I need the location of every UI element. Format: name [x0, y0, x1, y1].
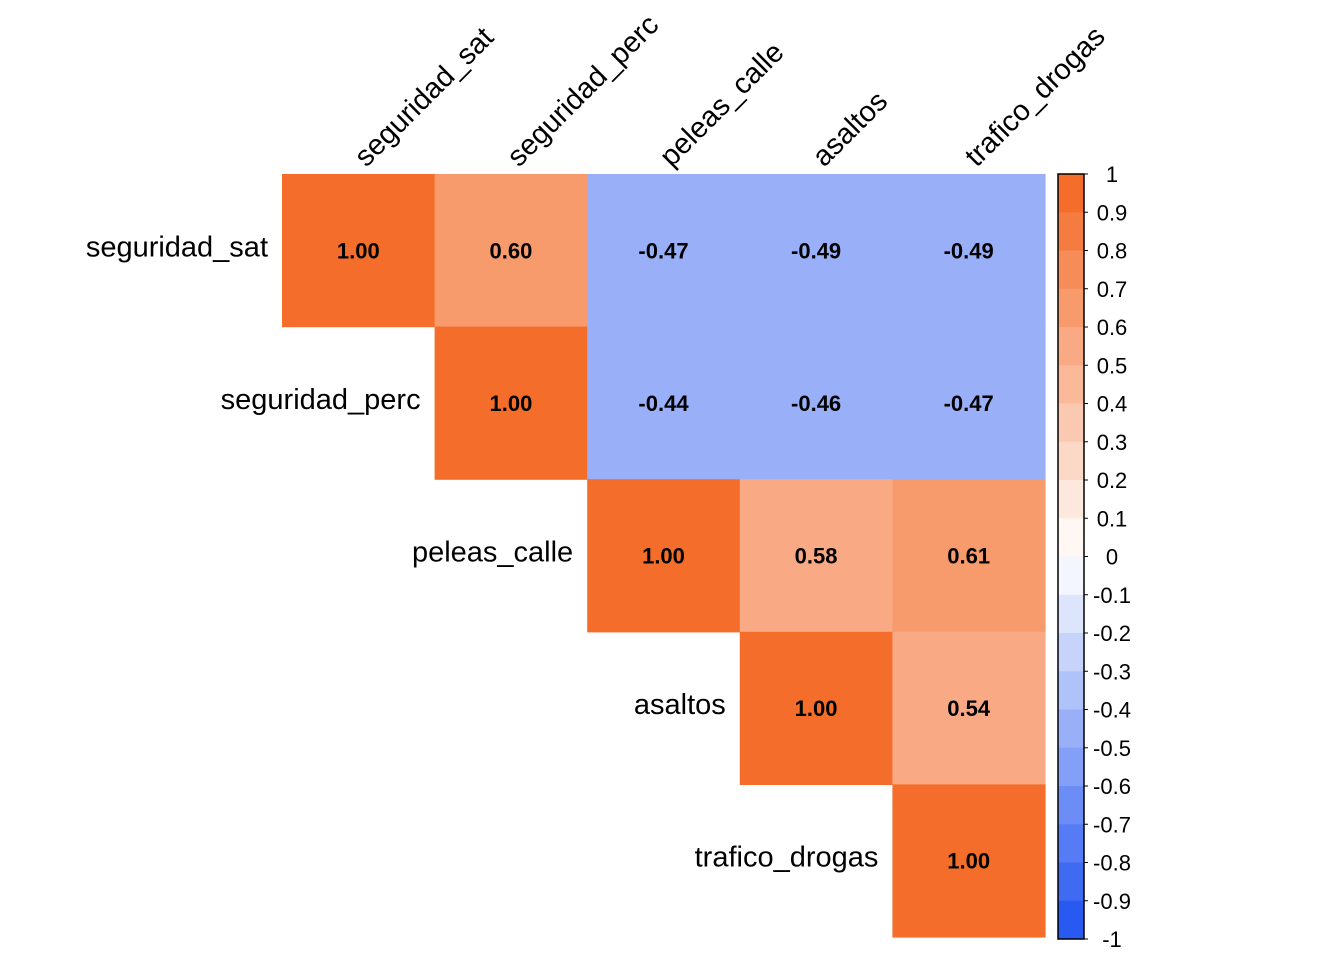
colorbar-segment — [1058, 709, 1084, 749]
colorbar-tick-label: -0.1 — [1093, 583, 1131, 608]
row-labels: seguridad_sat seguridad_perc peleas_callea… — [86, 231, 879, 873]
column-label-seguridad_sat: seguridad_sat — [349, 21, 500, 172]
colorbar-segment — [1058, 556, 1084, 596]
row-label-peleas_calle: peleas_calle — [412, 537, 573, 569]
column-label-peleas_calle: peleas_calle — [654, 36, 791, 173]
colorbar-segment — [1058, 633, 1084, 672]
column-label-trafico_drogas: trafico_drogas — [959, 20, 1112, 173]
colorbar-tick-label: -0.7 — [1093, 812, 1131, 837]
colorbar-segment — [1058, 212, 1084, 251]
colorbar-segment — [1058, 288, 1084, 328]
colorbar-tick-label: 0.9 — [1097, 200, 1128, 225]
cell-value-label: -0.49 — [791, 238, 841, 263]
cell-value-label: -0.49 — [944, 238, 994, 263]
colorbar-segment — [1058, 786, 1084, 825]
row-label-trafico_drogas: trafico_drogas — [695, 842, 879, 874]
colorbar-segment — [1058, 327, 1084, 366]
cell-value-label: 1.00 — [795, 696, 838, 721]
heatmap-cell-seguridad_perc-trafico_drogas — [892, 326, 1046, 480]
cell-value-label: -0.46 — [791, 391, 841, 416]
colorbar-segment — [1058, 518, 1084, 557]
heatmap-cell-seguridad_sat-peleas_calle — [587, 174, 741, 328]
cell-value-label: 0.54 — [947, 696, 991, 721]
heatmap-cell-asaltos-asaltos — [739, 631, 893, 785]
colorbar-segment — [1058, 174, 1084, 213]
column-label-seguridad_perc: seguridad_perc — [501, 9, 665, 173]
row-label-seguridad_perc: seguridad_perc — [221, 384, 421, 416]
colorbar-tick-label: 0.3 — [1097, 430, 1128, 455]
heatmap-cell-seguridad_perc-peleas_calle — [587, 326, 741, 480]
row-label-seguridad_sat: seguridad_sat — [86, 231, 268, 263]
colorbar-tick-label: -0.8 — [1093, 851, 1131, 876]
row-label-asaltos: asaltos — [634, 689, 726, 721]
colorbar-tick-label: 0.2 — [1097, 468, 1128, 493]
cell-value-label: 0.60 — [489, 238, 532, 263]
colorbar-tick-label: 1 — [1106, 162, 1118, 187]
colorbar-segment — [1058, 900, 1084, 940]
colorbar-segment — [1058, 365, 1084, 404]
colorbar-tick-label: -0.3 — [1093, 659, 1131, 684]
colorbar-segment — [1058, 671, 1084, 710]
colorbar-tick-label: -0.4 — [1093, 698, 1131, 723]
cell-value-label: 1.00 — [489, 391, 532, 416]
colorbar-segment — [1058, 747, 1084, 787]
heatmap-cell-peleas_calle-peleas_calle — [587, 479, 741, 633]
colorbar-segment — [1058, 403, 1084, 443]
colorbar-tick-label: -1 — [1102, 927, 1122, 952]
heatmap-cell-seguridad_sat-trafico_drogas — [892, 174, 1046, 328]
colorbar-tick-label: -0.2 — [1093, 621, 1131, 646]
cell-value-label: -0.47 — [944, 391, 994, 416]
cell-value-label: 0.58 — [795, 544, 838, 569]
colorbar-tick-label: -0.9 — [1093, 889, 1131, 914]
colorbar-tick-label: 0.8 — [1097, 239, 1128, 264]
heatmap-cell-seguridad_perc-asaltos — [739, 326, 893, 480]
colorbar-tick-label: -0.6 — [1093, 774, 1131, 799]
colorbar-tick-label: 0 — [1106, 545, 1118, 570]
cell-value-label: -0.44 — [638, 391, 689, 416]
colorbar-tick-label: 0.7 — [1097, 277, 1128, 302]
cell-value-label: 1.00 — [337, 238, 380, 263]
colorbar-segment — [1058, 824, 1084, 863]
cell-value-label: -0.47 — [638, 238, 688, 263]
cell-value-label: 0.61 — [947, 544, 990, 569]
cell-value-label: 1.00 — [642, 544, 685, 569]
heatmap-cell-seguridad_sat-seguridad_perc — [434, 174, 588, 328]
heatmap-cell-peleas_calle-asaltos — [739, 479, 893, 633]
heatmap-cells: 1.00 0.60 -0.47 -0.49 -0.49 1.00 -0.44 -0.46 -0.… — [282, 174, 1046, 938]
colorbar-segment — [1058, 250, 1084, 290]
colorbar-segment — [1058, 594, 1084, 634]
heatmap-cell-seguridad_sat-seguridad_sat — [282, 174, 436, 328]
colorbar-tick-label: 0.6 — [1097, 315, 1128, 340]
colorbar-tick-label: 0.4 — [1097, 392, 1128, 417]
heatmap-cell-seguridad_sat-asaltos — [739, 174, 893, 328]
colorbar-segment — [1058, 441, 1084, 481]
heatmap-cell-asaltos-trafico_drogas — [892, 631, 1046, 785]
heatmap-cell-peleas_calle-trafico_drogas — [892, 479, 1046, 633]
colorbar-tick-label: 0.5 — [1097, 353, 1128, 378]
colorbar-segment — [1058, 480, 1084, 519]
cell-value-label: 1.00 — [947, 849, 990, 874]
colorbar: 1 0.9 0.8 0.7 0.6 0.5 0.4 0.3 0.2 0.1 0 -0.1 -0.2 -0.… — [1057, 162, 1131, 952]
colorbar-segment — [1058, 862, 1084, 902]
colorbar-tick-label: -0.5 — [1093, 736, 1131, 761]
column-label-asaltos: asaltos — [806, 85, 894, 173]
heatmap-cell-trafico_drogas-trafico_drogas — [892, 784, 1046, 938]
colorbar-tick-label: 0.1 — [1097, 506, 1128, 531]
heatmap-cell-seguridad_perc-seguridad_perc — [434, 326, 588, 480]
